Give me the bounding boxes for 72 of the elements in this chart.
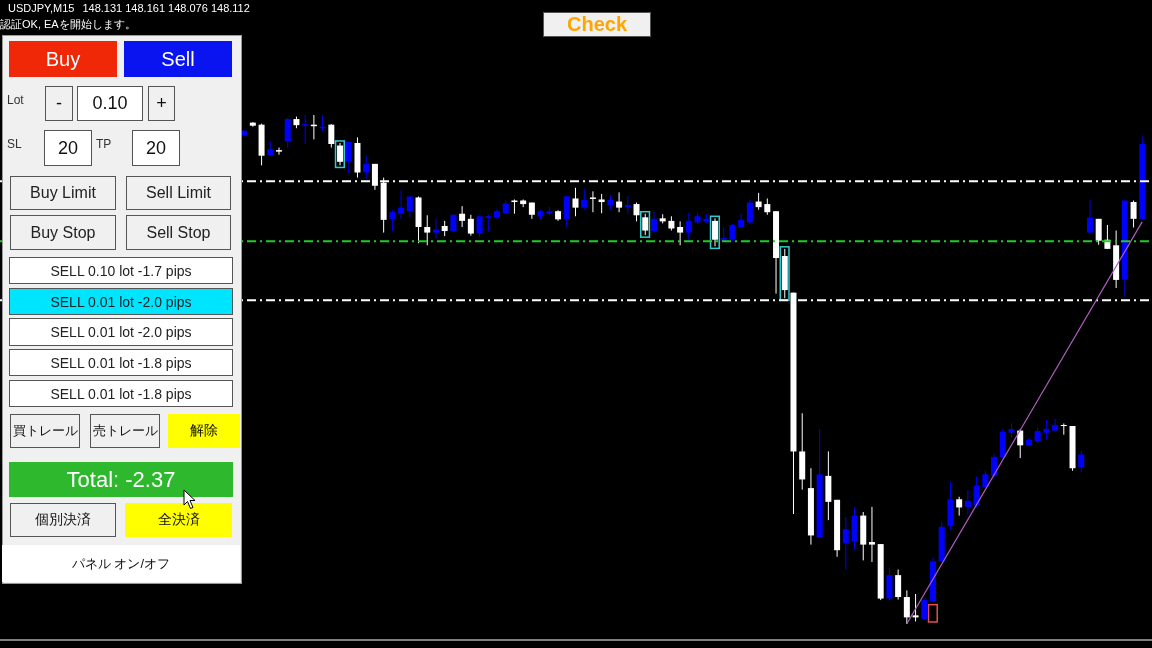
candlestick: [467, 214, 474, 237]
candlestick: [1095, 218, 1102, 246]
candlestick: [842, 516, 849, 571]
text: 売トレール: [90, 414, 160, 448]
candlestick: [912, 593, 919, 622]
candlestick: [956, 496, 963, 517]
candlestick: [398, 189, 405, 220]
text: Lot: [7, 93, 24, 107]
candlestick: [964, 489, 971, 516]
candlestick: [589, 190, 596, 213]
candlestick: [1086, 199, 1093, 235]
candlestick: [991, 454, 998, 478]
candlestick: [685, 212, 692, 242]
candlestick: [406, 195, 413, 218]
candlestick: [476, 215, 483, 238]
text: Sell Limit: [126, 176, 231, 210]
candlestick: [650, 210, 657, 234]
text: パネル オン/オフ: [2, 545, 240, 582]
candlestick: [1130, 200, 1137, 228]
candlestick: [302, 114, 309, 145]
candlestick: [389, 209, 396, 232]
text: 20: [44, 130, 92, 166]
candlestick: [1060, 422, 1067, 436]
candlestick: [903, 589, 910, 625]
text: SELL 0.01 lot -1.8 pips: [9, 349, 233, 376]
text: 0.10: [77, 86, 143, 121]
text: SELL 0.10 lot -1.7 pips: [9, 257, 233, 284]
text: +: [148, 86, 175, 121]
candlestick: [563, 195, 570, 228]
candlestick: [1078, 450, 1085, 473]
candlestick: [616, 191, 623, 213]
candlestick: [746, 199, 753, 225]
text: Check: [543, 12, 651, 37]
text: 認証OK, EAを開始します。: [0, 17, 136, 31]
text: -: [45, 86, 73, 121]
candlestick: [581, 188, 588, 211]
candlestick: [363, 154, 370, 180]
candlestick: [633, 202, 640, 222]
candlestick: [895, 569, 902, 601]
candlestick: [1052, 418, 1059, 433]
candlestick: [921, 598, 928, 621]
text: Buy Stop: [10, 215, 116, 250]
chart-subtitle: 148.131 148.161 148.076 148.112: [82, 2, 250, 14]
text: SELL 0.01 lot -2.0 pips: [9, 318, 233, 346]
candlestick: [276, 147, 283, 156]
text: Buy Limit: [10, 176, 116, 210]
text: SELL 0.01 lot -2.0 pips: [9, 288, 233, 315]
text: SELL 0.01 lot -1.8 pips: [9, 380, 233, 407]
text: 買トレール: [10, 414, 80, 448]
text: Total: -2.37: [9, 462, 233, 497]
candlestick: [868, 506, 875, 563]
text: 個別決済: [10, 503, 116, 537]
candlestick: [459, 205, 466, 228]
candlestick: [598, 193, 605, 214]
candlestick: [284, 117, 291, 149]
text: Sell Stop: [126, 215, 231, 250]
text: Buy: [9, 41, 117, 77]
candlestick: [677, 220, 684, 246]
candlestick: [328, 123, 335, 149]
candlestick: [432, 218, 439, 240]
text: USDJPY,M15: [8, 2, 75, 14]
candlestick: [572, 187, 579, 217]
text: 全決済: [125, 503, 232, 537]
text: TP: [96, 137, 112, 151]
text: SL: [7, 137, 22, 151]
candlestick: [345, 141, 352, 174]
text: 解除: [168, 414, 240, 448]
candlestick: [886, 567, 893, 601]
candlestick: [1043, 419, 1050, 441]
text: Sell: [124, 41, 232, 77]
text: 20: [132, 130, 180, 166]
candlestick: [424, 214, 431, 246]
